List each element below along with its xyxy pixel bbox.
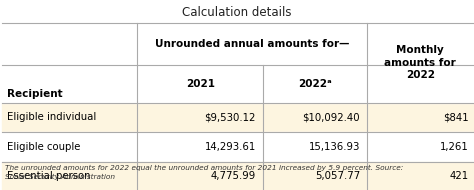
Text: 2022ᵃ: 2022ᵃ (298, 79, 332, 89)
Text: 4,775.99: 4,775.99 (211, 171, 256, 181)
Text: Eligible couple: Eligible couple (7, 142, 81, 152)
Text: $10,092.40: $10,092.40 (302, 112, 360, 122)
Text: 2021: 2021 (186, 79, 215, 89)
Text: $841: $841 (443, 112, 468, 122)
Text: 5,057.77: 5,057.77 (315, 171, 360, 181)
Text: Monthly
amounts for
2022: Monthly amounts for 2022 (384, 45, 456, 80)
Text: 14,293.61: 14,293.61 (205, 142, 256, 152)
Text: 421: 421 (449, 171, 468, 181)
Text: The unrounded amounts for 2022 equal the unrounded amounts for 2021 increased by: The unrounded amounts for 2022 equal the… (5, 165, 403, 180)
Text: $9,530.12: $9,530.12 (205, 112, 256, 122)
Bar (2, 162, 473, 190)
Text: Essential person: Essential person (7, 171, 91, 181)
Bar (2, 103, 473, 132)
Text: 15,136.93: 15,136.93 (309, 142, 360, 152)
Bar (2, 23, 473, 103)
Text: Recipient: Recipient (7, 89, 63, 99)
Text: Unrounded annual amounts for—: Unrounded annual amounts for— (155, 39, 350, 49)
Bar (2, 132, 473, 162)
Text: Eligible individual: Eligible individual (7, 112, 96, 122)
Text: Calculation details: Calculation details (182, 6, 292, 19)
Text: 1,261: 1,261 (439, 142, 468, 152)
